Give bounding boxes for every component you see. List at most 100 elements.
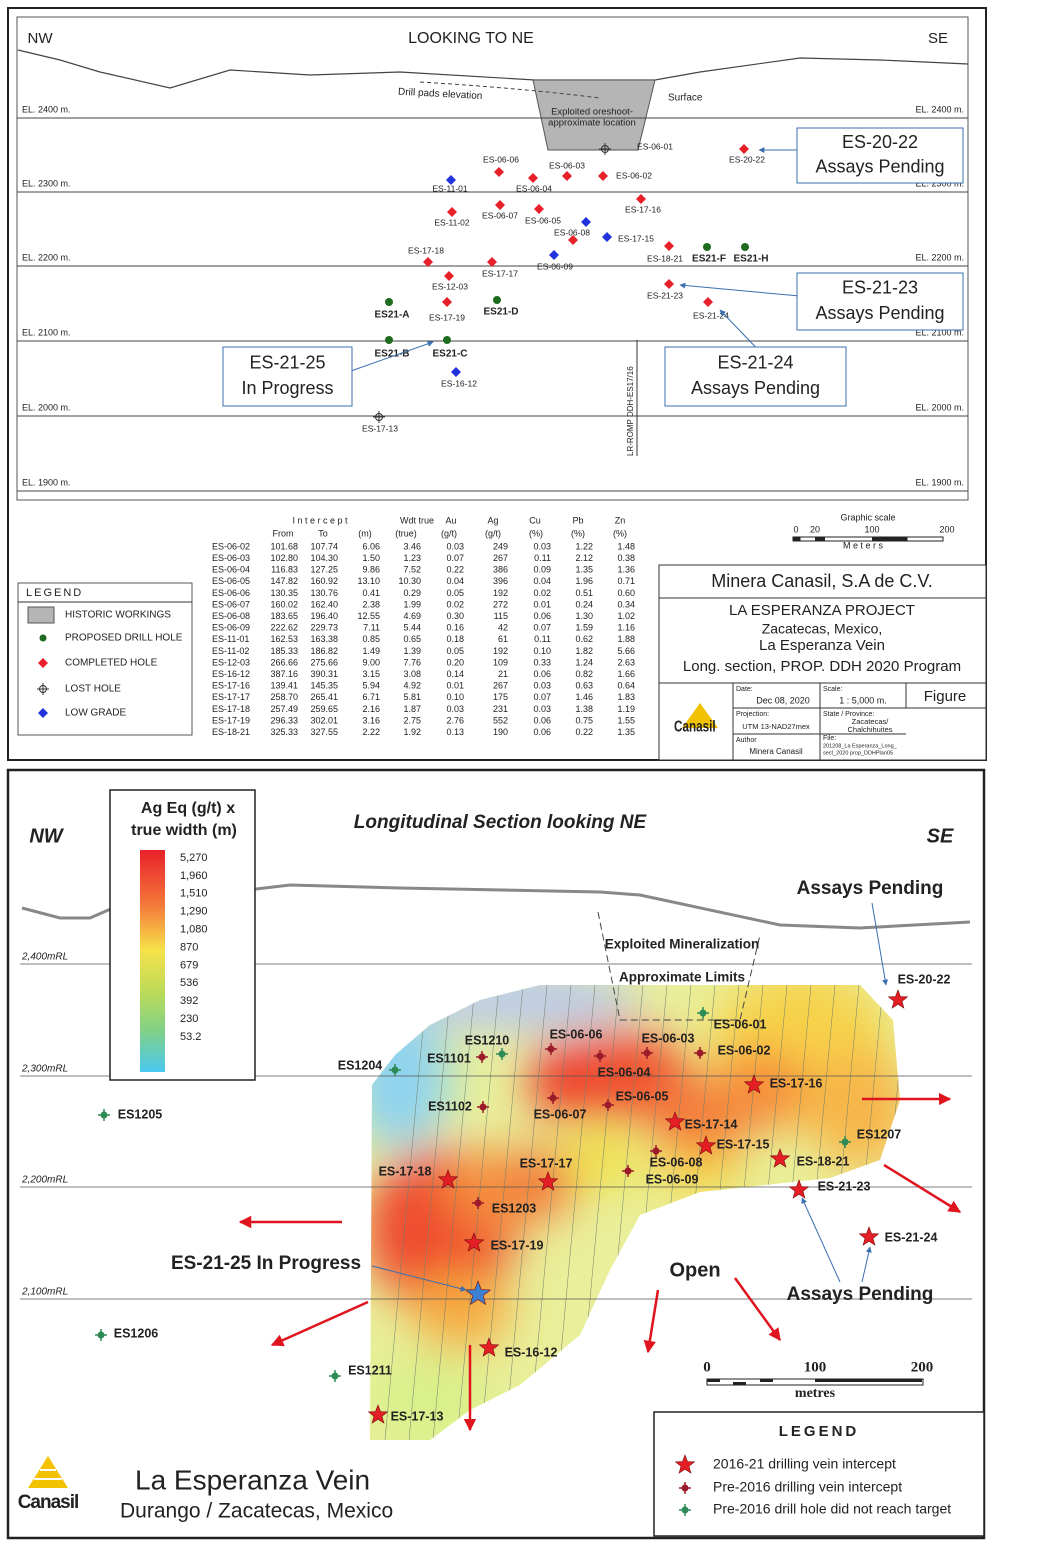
table-header: Au — [445, 515, 456, 525]
legend-symbol — [39, 634, 47, 642]
hole-label: ES-18-21 — [797, 1154, 850, 1168]
pit-label: Exploited oreshoot- — [551, 107, 633, 118]
drill-trace — [432, 985, 476, 1440]
table-cell: 2.16 — [362, 704, 380, 714]
table-cell: 0.20 — [446, 657, 464, 667]
block-value: 201208_La Esperanza_Long_ — [823, 743, 898, 749]
hole-label: ES21-B — [374, 349, 409, 360]
table-cell: ES-16-12 — [212, 669, 250, 679]
hole-pre2016 — [652, 1147, 660, 1155]
callout-arrow — [871, 902, 889, 986]
block-label: Author — [736, 737, 757, 744]
completed-hole — [495, 200, 505, 210]
hole-label: ES-20-22 — [729, 154, 765, 164]
hole-label: ES-17-16 — [770, 1076, 823, 1090]
hole-star — [537, 1171, 559, 1191]
colorbar-tick: 870 — [180, 941, 198, 953]
hole-no-target — [97, 1331, 105, 1339]
table-cell: 229.73 — [310, 623, 338, 633]
table-header: (%) — [613, 528, 627, 538]
colorbar-title: true width (m) — [131, 822, 237, 839]
hole-label: ES-21-24 — [693, 310, 729, 320]
section-title: LOOKING TO NE — [408, 30, 534, 47]
table-cell: ES-17-17 — [212, 692, 250, 702]
colorbar-tick: 1,290 — [180, 906, 208, 918]
colorbar-title: Ag Eq (g/t) x — [141, 800, 235, 817]
table-cell: 0.60 — [617, 588, 635, 598]
table-cell: 7.52 — [403, 565, 421, 575]
hole-label: ES-17-18 — [379, 1164, 432, 1178]
hole-pre2016 — [624, 1167, 632, 1175]
drill-trace — [480, 985, 524, 1440]
table-cell: 1.82 — [575, 646, 593, 656]
callout-box — [796, 272, 964, 331]
hole-label: ES-06-06 — [483, 154, 519, 164]
table-cell: 1.88 — [617, 634, 635, 644]
hole-label: ES-17-15 — [717, 1137, 770, 1151]
completed-hole — [494, 167, 504, 177]
pit-label: approximate location — [548, 118, 636, 129]
hole-label: ES-06-07 — [482, 210, 518, 220]
table-cell: 101.68 — [270, 541, 298, 551]
elevation-label: EL. 2000 m. — [22, 402, 71, 412]
table-cell: 0.03 — [533, 681, 551, 691]
table-cell: 130.35 — [270, 588, 298, 598]
callout-text: ES-20-22 — [842, 132, 918, 152]
hole-star — [695, 1135, 717, 1155]
table-cell: 552 — [493, 715, 508, 725]
table-cell: 1.66 — [617, 669, 635, 679]
table-cell: 3.15 — [362, 669, 380, 679]
elevation-label: 2,400mRL — [21, 952, 68, 963]
hole-label: ES-06-06 — [550, 1027, 603, 1041]
surface-profile — [21, 883, 971, 930]
colorbar-tick: 536 — [180, 977, 198, 989]
table-cell: 102.80 — [270, 553, 298, 563]
hole-label: ES-17-16 — [625, 204, 661, 214]
completed-hole — [528, 173, 538, 183]
table-cell: ES-17-18 — [212, 704, 250, 714]
hole-label: ES1204 — [338, 1058, 383, 1072]
figure-label: Figure — [924, 688, 967, 705]
completed-hole — [487, 257, 497, 267]
block-value: 1 : 5,000 m. — [839, 695, 887, 705]
table-cell: ES-12-03 — [212, 657, 250, 667]
scale-seg — [872, 537, 908, 541]
table-cell: 2.76 — [446, 715, 464, 725]
hole-label: ES-17-19 — [491, 1238, 544, 1252]
table-cell: 147.82 — [270, 576, 298, 586]
hole-label: ES-06-05 — [616, 1089, 669, 1103]
table-cell: ES-17-19 — [212, 715, 250, 725]
completed-hole — [664, 279, 674, 289]
hole-no-target — [391, 1066, 399, 1074]
section-frame — [16, 16, 969, 501]
table-cell: 0.06 — [533, 715, 551, 725]
table-cell: 2.38 — [362, 599, 380, 609]
table-cell: ES-18-21 — [212, 727, 250, 737]
colorbar-tick: 679 — [180, 959, 198, 971]
hole-pre2016 — [696, 1049, 704, 1057]
completed-hole — [444, 271, 454, 281]
colorbar-tick: 1,960 — [180, 870, 208, 882]
hole-star — [769, 1148, 791, 1168]
table-cell: ES-06-05 — [212, 576, 250, 586]
hole-label: ES21-H — [733, 254, 768, 265]
table-cell: 257.49 — [270, 704, 298, 714]
legend-swatch — [27, 606, 55, 624]
block-label: File: — [823, 735, 836, 742]
table-cell: 4.92 — [403, 681, 421, 691]
completed-hole — [562, 171, 572, 181]
callout-arrow — [351, 340, 434, 372]
table-cell: 183.65 — [270, 611, 298, 621]
completed-hole — [423, 257, 433, 267]
table-cell: 1.35 — [575, 565, 593, 575]
table-cell: ES-06-07 — [212, 599, 250, 609]
table-cell: 259.65 — [310, 704, 338, 714]
completed-hole — [534, 204, 544, 214]
table-cell: 0.04 — [446, 576, 464, 586]
hole-label: ES1206 — [114, 1326, 159, 1340]
exploited-limits — [597, 911, 761, 1021]
table-cell: 0.85 — [362, 634, 380, 644]
table-header: (g/t) — [485, 528, 501, 538]
table-cell: 3.08 — [403, 669, 421, 679]
